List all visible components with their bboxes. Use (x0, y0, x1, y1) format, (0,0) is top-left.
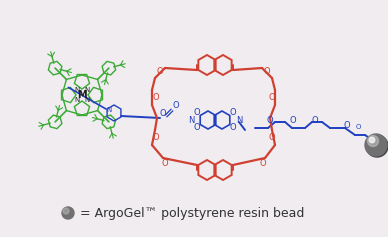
Text: O: O (153, 133, 159, 142)
Text: N: N (236, 115, 242, 124)
Text: O: O (230, 108, 236, 117)
Text: O: O (230, 123, 236, 132)
Text: O: O (194, 123, 200, 132)
Circle shape (62, 207, 74, 219)
Text: O: O (290, 115, 296, 124)
Text: = ArgoGel™ polystyrene resin bead: = ArgoGel™ polystyrene resin bead (80, 206, 304, 219)
Circle shape (366, 135, 388, 157)
Text: O: O (173, 101, 179, 110)
Text: O: O (344, 122, 350, 131)
Text: O: O (312, 115, 318, 124)
Text: O: O (162, 159, 168, 168)
Text: O: O (153, 94, 159, 102)
Text: O: O (160, 109, 166, 118)
Text: N: N (84, 87, 90, 93)
Circle shape (63, 208, 69, 214)
Text: N: N (106, 107, 112, 113)
Text: O: O (268, 133, 275, 142)
Text: O: O (157, 68, 163, 77)
Text: O: O (268, 94, 275, 102)
Circle shape (367, 136, 379, 146)
Circle shape (369, 137, 375, 143)
Text: O: O (194, 108, 200, 117)
Text: N: N (84, 97, 90, 103)
Text: M: M (77, 90, 87, 100)
Text: O: O (355, 124, 361, 130)
Text: N: N (74, 87, 80, 93)
Text: N: N (74, 97, 80, 103)
Circle shape (365, 134, 387, 156)
Text: O: O (264, 68, 270, 77)
Text: O: O (267, 115, 273, 124)
Text: N: N (188, 115, 194, 124)
Text: O: O (260, 159, 266, 168)
